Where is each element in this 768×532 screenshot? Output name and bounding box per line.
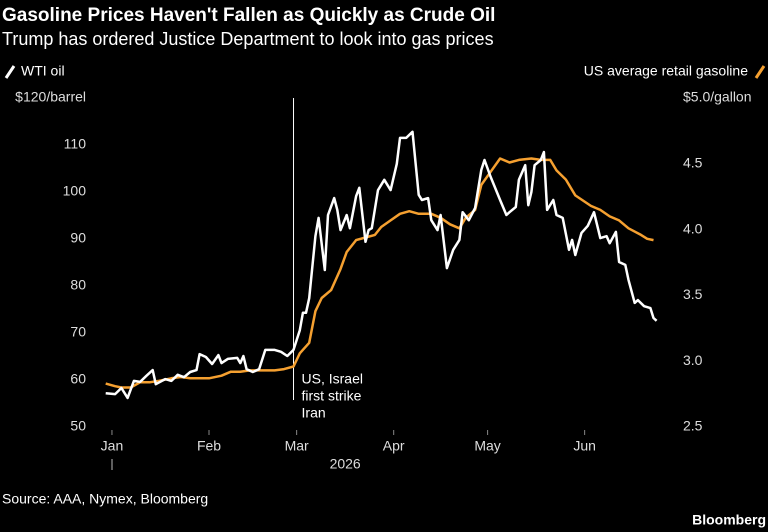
x-tick-label: Jun	[573, 438, 596, 454]
y2-tick-label: 3.5	[683, 286, 703, 302]
x-tick-label: Mar	[285, 438, 309, 454]
y-tick-label: 110	[64, 136, 87, 152]
annotation-text: Iran	[302, 405, 326, 421]
y-tick-label: 90	[70, 230, 86, 246]
annotation-text: US, Israel	[302, 371, 363, 387]
y2-tick-label: 4.5	[683, 155, 703, 171]
legend-swatch	[754, 65, 766, 79]
x-tick-label: Jan	[101, 438, 124, 454]
y2-tick-label: 3.0	[683, 352, 703, 368]
y-tick-label: 60	[70, 371, 86, 387]
x-tick-label: May	[474, 438, 500, 454]
series-line	[105, 130, 658, 400]
legend-label: US average retail gasoline	[584, 63, 748, 79]
source: Source: AAA, Nymex, Bloomberg	[2, 491, 208, 507]
y-tick-label: 70	[70, 324, 86, 340]
series-line	[105, 157, 654, 389]
x-tick-label: Apr	[383, 438, 405, 454]
chart-subtitle: Trump has ordered Justice Department to …	[2, 29, 494, 49]
x-tick-label: Feb	[197, 438, 221, 454]
legend-swatch	[4, 65, 16, 79]
y-tick-label: 80	[70, 277, 86, 293]
year-label: 2026	[330, 456, 361, 472]
annotation-text: first strike	[302, 388, 362, 404]
y2-tick-label: $5.0/gallon	[683, 89, 752, 105]
y-tick-label: 50	[70, 418, 86, 434]
brand: Bloomberg	[692, 512, 766, 528]
y-tick-label: 100	[63, 183, 87, 199]
y2-tick-label: 4.0	[683, 220, 703, 236]
y-tick-label: $120/barrel	[15, 89, 86, 105]
chart-title: Gasoline Prices Haven't Fallen as Quickl…	[2, 5, 495, 26]
y2-tick-label: 2.5	[683, 418, 703, 434]
legend-label: WTI oil	[21, 63, 65, 79]
